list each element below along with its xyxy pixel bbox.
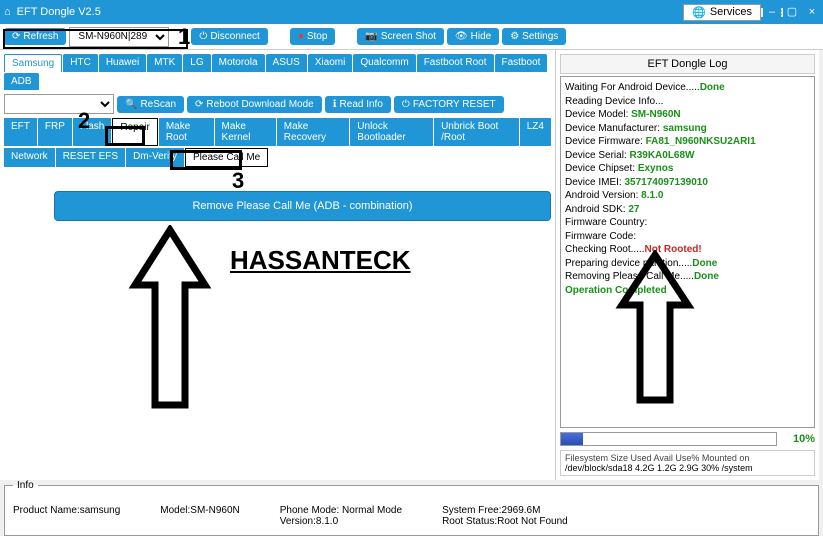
subtab-network[interactable]: Network: [4, 148, 55, 167]
disconnect-icon: ⏻: [199, 31, 207, 42]
progress-percent: 10%: [781, 433, 815, 445]
minimize-button[interactable]: –: [763, 3, 781, 21]
readinfo-button[interactable]: ℹRead Info: [325, 96, 391, 113]
subtab-lz4[interactable]: LZ4: [520, 118, 551, 146]
brand-tab-asus[interactable]: ASUS: [266, 54, 307, 72]
disconnect-button[interactable]: ⏻Disconnect: [191, 28, 267, 45]
arrow-left: [120, 225, 220, 415]
subtab-unbrick-boot-root[interactable]: Unbrick Boot /Root: [434, 118, 519, 146]
brand-tab-xiaomi[interactable]: Xiaomi: [308, 54, 353, 72]
annotation-3: 3: [232, 168, 244, 194]
stop-button[interactable]: ●Stop: [290, 28, 336, 45]
subtab-make-kernel[interactable]: Make Kernel: [215, 118, 276, 146]
camera-icon: 📷: [365, 31, 377, 42]
info-product: Product Name:samsung: [13, 505, 120, 527]
reboot-icon: ⟳: [195, 99, 203, 110]
brand-tab-mtk[interactable]: MTK: [147, 54, 182, 72]
log-line: Android SDK: 27: [565, 203, 810, 217]
app-title: EFT Dongle V2.5: [17, 6, 760, 18]
info-version: Version:8.1.0: [280, 516, 402, 527]
progress-bar: [560, 432, 777, 446]
brand-tab-qualcomm[interactable]: Qualcomm: [353, 54, 415, 72]
annotation-box-pleasecallme: [170, 150, 242, 170]
power-icon: ⏻: [402, 99, 410, 110]
maximize-button[interactable]: ▢: [783, 3, 801, 21]
info-box: Info Product Name:samsung Model:SM-N960N…: [4, 480, 819, 536]
brand-tab-adb[interactable]: ADB: [4, 73, 39, 90]
subtab-reset-efs[interactable]: RESET EFS: [56, 148, 125, 167]
arrow-right: [610, 250, 700, 410]
brand-tabs: SamsungHTCHuaweiMTKLGMotorolaASUSXiaomiQ…: [4, 54, 551, 90]
gear-icon: ⚙: [510, 31, 519, 42]
hide-icon: 👁: [455, 31, 468, 42]
info-icon: ℹ: [333, 99, 337, 110]
screenshot-button[interactable]: 📷Screen Shot: [357, 28, 444, 45]
annotation-2: 2: [78, 108, 90, 134]
search-icon: 🔍: [125, 99, 137, 110]
log-line: Device Model: SM-N960N: [565, 108, 810, 122]
log-line: Device Manufacturer: samsung: [565, 122, 810, 136]
info-rootstatus: Root Status:Root Not Found: [442, 516, 568, 527]
rescan-button[interactable]: 🔍ReScan: [117, 96, 184, 113]
subtab-frp[interactable]: FRP: [38, 118, 72, 146]
watermark-text: HASSANTECK: [230, 245, 411, 276]
log-line: Android Version: 8.1.0: [565, 189, 810, 203]
mode-dropdown[interactable]: [4, 94, 114, 114]
hide-button[interactable]: 👁Hide: [447, 28, 499, 45]
home-icon: ⌂: [4, 6, 11, 18]
info-phonemode: Phone Mode: Normal Mode: [280, 505, 402, 516]
subtab-unlock-bootloader[interactable]: Unlock Bootloader: [350, 118, 433, 146]
brand-tab-fastboot[interactable]: Fastboot: [495, 54, 548, 72]
log-line: Waiting For Android Device.....Done: [565, 81, 810, 95]
brand-tab-samsung[interactable]: Samsung: [4, 54, 62, 72]
log-title: EFT Dongle Log: [560, 54, 815, 74]
annotation-box-toolbar: [3, 29, 188, 49]
reboot-button[interactable]: ⟳Reboot Download Mode: [187, 96, 322, 113]
annotation-box-repair: [105, 126, 145, 146]
factory-reset-button[interactable]: ⏻FACTORY RESET: [394, 96, 504, 113]
info-sysfree: System Free:2969.6M: [442, 505, 568, 516]
stop-icon: ●: [298, 31, 304, 42]
log-line: Firmware Code:: [565, 230, 810, 244]
brand-tab-lg[interactable]: LG: [183, 54, 210, 72]
progress-row: 10%: [560, 432, 815, 446]
services-label: Services: [710, 6, 752, 18]
subtab-eft[interactable]: EFT: [4, 118, 37, 146]
filesystem-box: Filesystem Size Used Avail Use% Mounted …: [560, 450, 815, 476]
log-line: Device Serial: R39KA0L68W: [565, 149, 810, 163]
settings-button[interactable]: ⚙Settings: [502, 28, 566, 45]
info-model: Model:SM-N960N: [160, 505, 239, 527]
log-line: Reading Device Info...: [565, 95, 810, 109]
log-line: Firmware Country:: [565, 216, 810, 230]
brand-tab-fastboot-root[interactable]: Fastboot Root: [417, 54, 494, 72]
subtab-make-root[interactable]: Make Root: [159, 118, 214, 146]
brand-tab-huawei[interactable]: Huawei: [99, 54, 146, 72]
log-line: Device Firmware: FA81_N960NKSU2ARI1: [565, 135, 810, 149]
subtab-make-recovery[interactable]: Make Recovery: [277, 118, 349, 146]
services-button[interactable]: 🌐 Services: [683, 4, 761, 21]
fs-header: Filesystem Size Used Avail Use% Mounted …: [565, 453, 810, 463]
brand-tab-htc[interactable]: HTC: [63, 54, 98, 72]
log-line: Device IMEI: 357174097139010: [565, 176, 810, 190]
log-line: Device Chipset: Exynos: [565, 162, 810, 176]
sub-tabs-2: NetworkRESET EFSDm-VerityPlease Call Me: [4, 148, 551, 167]
services-bar: 🌐 Services – ▢ ×: [683, 2, 821, 22]
remove-please-call-me-button[interactable]: Remove Please Call Me (ADB - combination…: [54, 191, 551, 221]
fs-row: /dev/block/sda18 4.2G 1.2G 2.9G 30% /sys…: [565, 463, 810, 473]
brand-tab-motorola[interactable]: Motorola: [212, 54, 265, 72]
info-legend: Info: [13, 480, 38, 491]
globe-icon: 🌐: [692, 6, 706, 19]
close-button[interactable]: ×: [803, 3, 821, 21]
